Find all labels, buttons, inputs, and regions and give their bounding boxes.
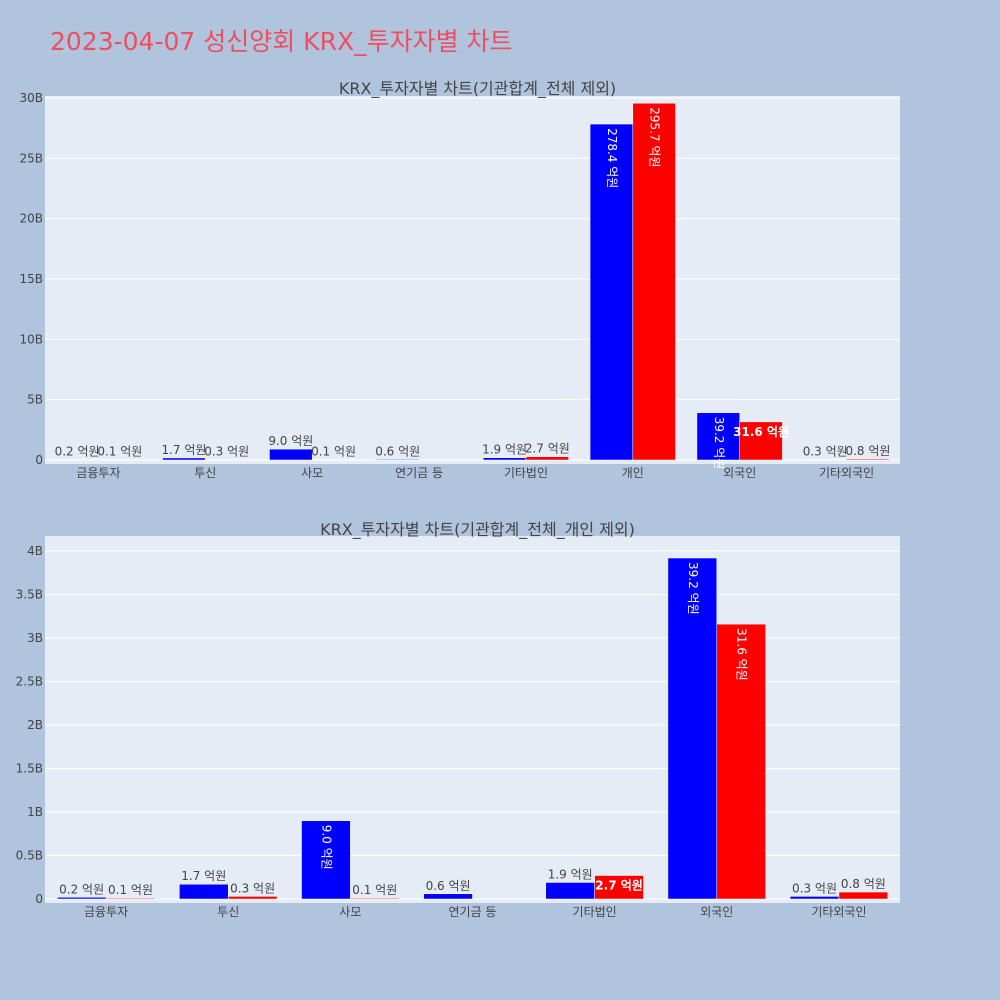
y-tick-label: 20B bbox=[19, 212, 43, 226]
y-tick-label: 3B bbox=[27, 631, 43, 645]
bar bbox=[589, 123, 634, 461]
bar-label: 295.7 억원 bbox=[648, 107, 662, 167]
bar-label: 39.2 억원 bbox=[686, 562, 700, 615]
bar bbox=[838, 891, 889, 900]
x-tick-label: 금융투자 bbox=[76, 466, 120, 480]
x-tick-label: 개인 bbox=[622, 466, 644, 480]
bar-label: 0.1 억원 bbox=[97, 445, 142, 459]
y-tick-label: 25B bbox=[19, 151, 43, 165]
y-tick-label: 0 bbox=[35, 892, 43, 906]
y-tick-label: 3.5B bbox=[16, 588, 43, 602]
subplot-title: KRX_투자자별 차트(기관합계_전체_개인 제외) bbox=[320, 520, 635, 540]
x-tick-label: 사모 bbox=[301, 466, 323, 480]
bar bbox=[789, 896, 840, 900]
y-tick-label: 0.5B bbox=[16, 849, 43, 863]
bar bbox=[594, 875, 644, 900]
bar-label: 0.2 억원 bbox=[55, 445, 100, 459]
bar-label: 0.6 억원 bbox=[375, 444, 420, 458]
bar-label: 0.6 억원 bbox=[426, 879, 471, 893]
bar-label: 0.8 억원 bbox=[845, 444, 890, 458]
bar-label: 39.2 억원 bbox=[712, 417, 726, 470]
bar bbox=[162, 457, 206, 461]
bar bbox=[179, 883, 229, 900]
bar bbox=[667, 557, 718, 900]
bar bbox=[269, 448, 313, 461]
y-tick-label: 10B bbox=[19, 332, 43, 346]
bar-label: 1.9 억원 bbox=[548, 867, 593, 881]
bar bbox=[525, 456, 569, 461]
bar-label: 9.0 억원 bbox=[268, 434, 313, 448]
bar-label: 0.3 억원 bbox=[792, 881, 837, 895]
bar-label: 278.4 억원 bbox=[605, 128, 619, 188]
bar bbox=[105, 897, 156, 900]
y-tick-label: 1.5B bbox=[16, 762, 43, 776]
bar-label: 1.7 억원 bbox=[161, 443, 206, 457]
bar bbox=[376, 459, 420, 461]
bar-label: 2.7 억원 bbox=[595, 879, 643, 893]
bar-label: 0.2 억원 bbox=[59, 882, 104, 896]
y-tick-label: 1B bbox=[27, 805, 43, 819]
bar-label: 0.1 억원 bbox=[108, 883, 153, 897]
bar bbox=[696, 412, 740, 461]
x-tick-label: 기타외국인 bbox=[811, 905, 866, 919]
bar-label: 31.6 억원 bbox=[735, 628, 749, 681]
bar bbox=[350, 897, 400, 900]
y-tick-label: 0 bbox=[35, 453, 43, 467]
y-tick-label: 2B bbox=[27, 718, 43, 732]
bar bbox=[716, 623, 766, 900]
bar bbox=[545, 882, 595, 900]
subplot-title: KRX_투자자별 차트(기관합계_전체 제외) bbox=[339, 79, 616, 99]
bar-label: 0.8 억원 bbox=[841, 877, 886, 891]
x-tick-label: 연기금 등 bbox=[395, 466, 443, 480]
plot-area bbox=[45, 96, 900, 464]
bar bbox=[423, 893, 473, 900]
x-tick-label: 기타법인 bbox=[504, 466, 548, 480]
bar bbox=[55, 459, 99, 461]
y-tick-label: 30B bbox=[19, 91, 43, 105]
page-title: 2023-04-07 성신양회 KRX_투자자별 차트 bbox=[50, 27, 513, 56]
x-tick-label: 기타법인 bbox=[573, 905, 617, 919]
bar-label: 0.3 억원 bbox=[204, 445, 249, 459]
y-tick-label: 5B bbox=[27, 393, 43, 407]
x-tick-label: 투신 bbox=[194, 466, 216, 480]
chart-2: 0 0.5B 1B 1.5B 2B 2.5B 3B 3.5B 4B KRX_투자자별 차트(기관합… bbox=[16, 520, 900, 919]
plot-area bbox=[45, 536, 900, 903]
bar bbox=[803, 459, 847, 461]
x-tick-label: 투신 bbox=[217, 905, 239, 919]
x-tick-label: 외국인 bbox=[700, 905, 733, 919]
bar-label: 1.9 억원 bbox=[482, 443, 527, 457]
bar bbox=[739, 421, 783, 461]
bar bbox=[632, 102, 676, 461]
bar bbox=[846, 458, 890, 461]
bar-label: 9.0 억원 bbox=[319, 825, 333, 870]
bar-label: 0.3 억원 bbox=[803, 445, 848, 459]
x-tick-label: 외국인 bbox=[723, 466, 756, 480]
bar bbox=[98, 459, 142, 461]
x-tick-label: 금융투자 bbox=[84, 905, 128, 919]
bar bbox=[56, 897, 107, 900]
bar-label: 0.1 억원 bbox=[311, 445, 356, 459]
bar bbox=[205, 459, 249, 461]
y-tick-label: 15B bbox=[19, 272, 43, 286]
bar bbox=[311, 459, 356, 461]
y-tick-label: 2.5B bbox=[16, 675, 43, 689]
bar-label: 2.7 억원 bbox=[525, 442, 570, 456]
x-tick-label: 사모 bbox=[339, 905, 361, 919]
bar bbox=[301, 820, 351, 900]
bar-label: 0.1 억원 bbox=[352, 883, 397, 897]
x-tick-label: 연기금 등 bbox=[449, 905, 497, 919]
bar-label: 0.3 억원 bbox=[230, 881, 275, 895]
bar bbox=[482, 457, 527, 461]
chart-1: 0 5B 10B 15B 20B 25B 30B KRX_투자자별 차트(기관합계_전체 제외… bbox=[19, 79, 900, 480]
x-tick-label: 기타외국인 bbox=[819, 466, 874, 480]
bar bbox=[227, 896, 278, 900]
bar-label: 1.7 억원 bbox=[181, 869, 226, 883]
bar-label: 31.6 억원 bbox=[733, 425, 789, 439]
y-tick-label: 4B bbox=[27, 544, 43, 558]
